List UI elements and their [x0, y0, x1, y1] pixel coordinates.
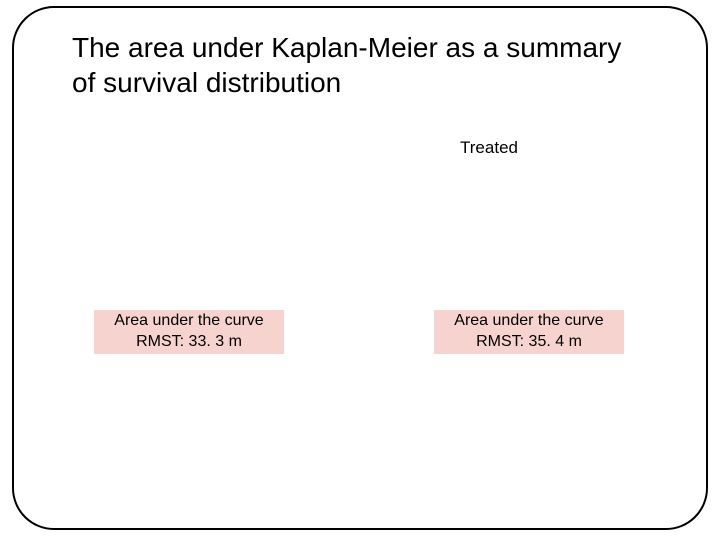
auc-box-right: Area under the curve RMST: 35. 4 m	[434, 310, 624, 354]
subheader-treated: Treated	[389, 138, 589, 158]
auc-box-left: Area under the curve RMST: 33. 3 m	[94, 310, 284, 354]
auc-right-line1: Area under the curve	[434, 311, 624, 332]
auc-left-line2: RMST: 33. 3 m	[94, 332, 284, 353]
slide-frame: The area under Kaplan-Meier as a summary…	[12, 6, 708, 530]
auc-right-line2: RMST: 35. 4 m	[434, 332, 624, 353]
slide-title: The area under Kaplan-Meier as a summary…	[72, 30, 632, 100]
auc-left-line1: Area under the curve	[94, 311, 284, 332]
